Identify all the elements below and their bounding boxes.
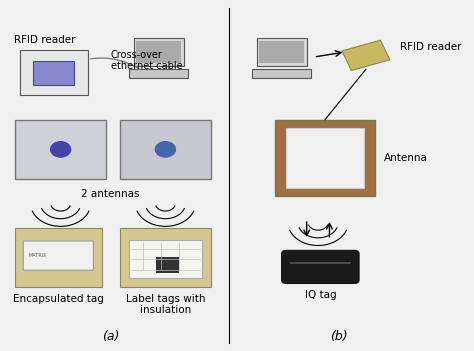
FancyBboxPatch shape xyxy=(252,69,311,78)
Text: 2 antennas: 2 antennas xyxy=(82,190,140,199)
FancyBboxPatch shape xyxy=(15,120,106,179)
FancyBboxPatch shape xyxy=(33,61,74,85)
Text: Cross-over
ethernet cable: Cross-over ethernet cable xyxy=(111,50,182,71)
FancyBboxPatch shape xyxy=(275,120,375,197)
FancyBboxPatch shape xyxy=(256,38,307,66)
FancyBboxPatch shape xyxy=(136,41,182,64)
FancyBboxPatch shape xyxy=(23,241,93,270)
FancyBboxPatch shape xyxy=(19,50,88,95)
Text: MATRIX: MATRIX xyxy=(29,253,47,258)
FancyBboxPatch shape xyxy=(129,69,188,78)
FancyBboxPatch shape xyxy=(15,228,101,287)
FancyBboxPatch shape xyxy=(259,41,304,64)
FancyBboxPatch shape xyxy=(129,240,202,278)
FancyBboxPatch shape xyxy=(286,128,364,188)
Circle shape xyxy=(51,142,71,157)
Text: Label tags with
insulation: Label tags with insulation xyxy=(126,294,205,316)
Text: IQ tag: IQ tag xyxy=(304,290,336,300)
Text: Encapsulated tag: Encapsulated tag xyxy=(13,294,104,304)
Circle shape xyxy=(155,142,175,157)
FancyBboxPatch shape xyxy=(134,38,183,66)
FancyBboxPatch shape xyxy=(156,257,179,273)
Text: Antenna: Antenna xyxy=(384,153,428,163)
Polygon shape xyxy=(342,40,390,71)
FancyBboxPatch shape xyxy=(120,120,211,179)
Text: (b): (b) xyxy=(330,330,347,343)
Text: RFID reader: RFID reader xyxy=(14,35,75,45)
FancyBboxPatch shape xyxy=(282,250,359,284)
Text: (a): (a) xyxy=(102,330,119,343)
Text: RFID reader: RFID reader xyxy=(400,42,462,52)
FancyBboxPatch shape xyxy=(120,228,211,287)
